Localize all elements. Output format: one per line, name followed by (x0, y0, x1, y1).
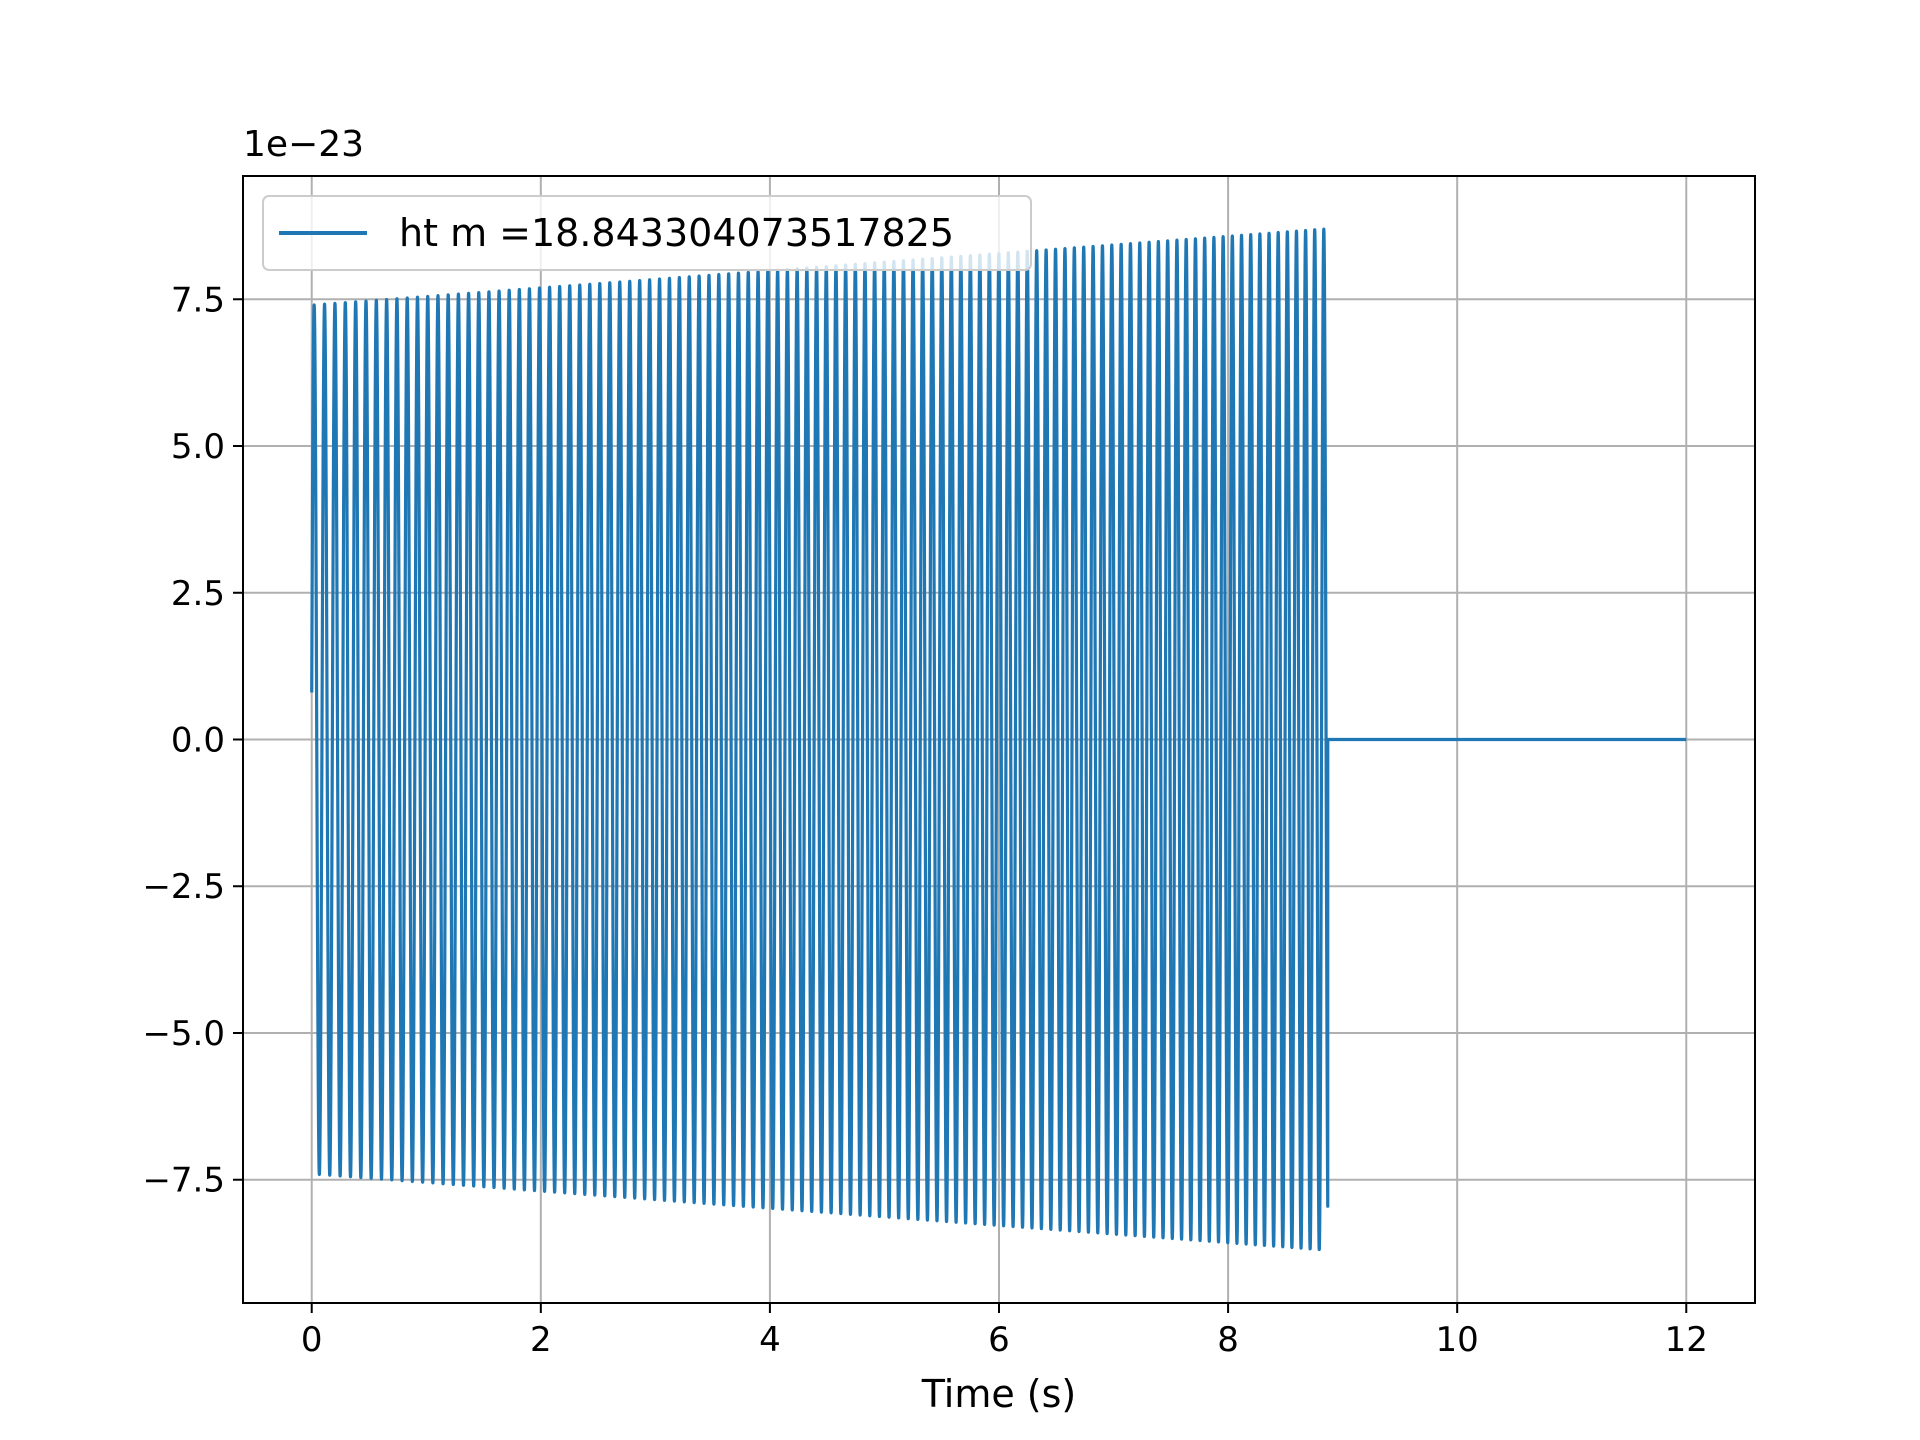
plot-area (310, 227, 1687, 1252)
x-tick-label: 2 (530, 1320, 552, 1360)
x-tick-label: 6 (988, 1320, 1010, 1360)
x-tick-label: 0 (301, 1320, 323, 1360)
y-tick-label: 2.5 (171, 574, 225, 614)
axis-ticks: 0 2 4 6 8 10 12 −7.5 −5.0 −2.5 0.0 2.5 5.0 7.5 (142, 280, 1707, 1360)
series-line-0 (310, 227, 1687, 1252)
legend-entry-label: ht m =18.843304073517825 (399, 211, 954, 255)
y-tick-label: 5.0 (171, 427, 225, 467)
x-tick-label: 4 (759, 1320, 781, 1360)
y-tick-label: −7.5 (142, 1161, 225, 1201)
x-tick-label: 8 (1217, 1320, 1239, 1360)
x-tick-label: 12 (1665, 1320, 1708, 1360)
y-axis-offset-label: 1e−23 (243, 124, 364, 165)
y-tick-label: −2.5 (142, 867, 225, 907)
x-tick-label: 10 (1436, 1320, 1479, 1360)
y-tick-label: 7.5 (171, 280, 225, 320)
x-axis-label: Time (s) (921, 1372, 1077, 1416)
legend-box (262, 195, 1032, 271)
y-tick-label: 0.0 (171, 721, 225, 761)
y-tick-label: −5.0 (142, 1014, 225, 1054)
legend: ht m =18.843304073517825 (262, 195, 1032, 271)
